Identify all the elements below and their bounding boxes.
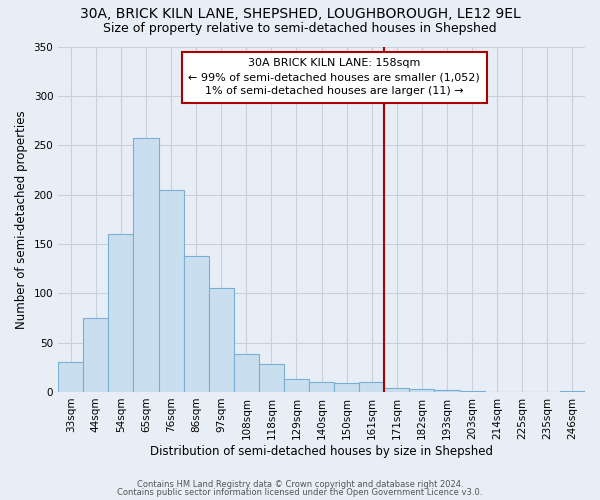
Bar xyxy=(334,383,359,392)
Bar xyxy=(184,256,209,392)
Bar xyxy=(460,391,485,392)
Text: 30A BRICK KILN LANE: 158sqm
← 99% of semi-detached houses are smaller (1,052)
1%: 30A BRICK KILN LANE: 158sqm ← 99% of sem… xyxy=(188,58,480,96)
Bar xyxy=(560,391,585,392)
Bar xyxy=(234,354,259,392)
Bar xyxy=(434,390,460,392)
Y-axis label: Number of semi-detached properties: Number of semi-detached properties xyxy=(15,110,28,328)
Bar xyxy=(209,288,234,392)
Bar xyxy=(158,190,184,392)
Bar xyxy=(385,388,409,392)
Text: Size of property relative to semi-detached houses in Shepshed: Size of property relative to semi-detach… xyxy=(103,22,497,35)
Bar xyxy=(259,364,284,392)
Bar xyxy=(83,318,109,392)
Text: 30A, BRICK KILN LANE, SHEPSHED, LOUGHBOROUGH, LE12 9EL: 30A, BRICK KILN LANE, SHEPSHED, LOUGHBOR… xyxy=(80,8,520,22)
Bar xyxy=(409,389,434,392)
Bar xyxy=(309,382,334,392)
Bar xyxy=(359,382,385,392)
Bar xyxy=(58,362,83,392)
Bar xyxy=(109,234,133,392)
Text: Contains HM Land Registry data © Crown copyright and database right 2024.: Contains HM Land Registry data © Crown c… xyxy=(137,480,463,489)
X-axis label: Distribution of semi-detached houses by size in Shepshed: Distribution of semi-detached houses by … xyxy=(150,444,493,458)
Text: Contains public sector information licensed under the Open Government Licence v3: Contains public sector information licen… xyxy=(118,488,482,497)
Bar xyxy=(284,379,309,392)
Bar xyxy=(133,138,158,392)
